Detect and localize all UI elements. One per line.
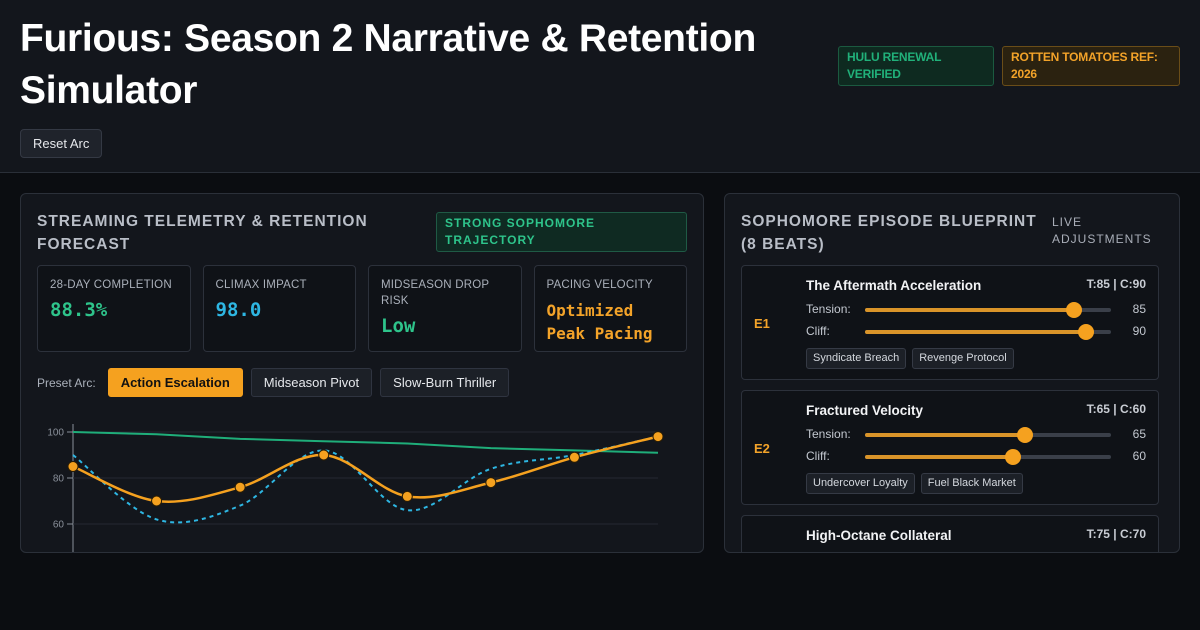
cliff-value: 60	[1132, 449, 1146, 463]
metric-drop-risk: Midseason Drop Risk Low	[368, 265, 522, 352]
cliff-slider-thumb[interactable]	[1078, 324, 1095, 340]
tension-row: Tension: 75	[806, 551, 1146, 553]
tension-label: Tension:	[806, 427, 851, 441]
preset-midseason-pivot-button[interactable]: Midseason Pivot	[250, 368, 373, 397]
series-line-1	[72, 435, 659, 503]
preset-arc-label: Preset Arc:	[37, 375, 96, 390]
tension-slider-thumb[interactable]	[1066, 302, 1083, 318]
metric-pacing-velocity: Pacing Velocity Optimized Peak Pacing	[533, 265, 687, 352]
episode-id: E2	[754, 441, 770, 456]
metric-label: Climax Impact	[215, 279, 307, 291]
cliff-label: Cliff:	[806, 324, 830, 338]
data-point	[67, 461, 79, 472]
tension-value: 75	[1133, 551, 1146, 552]
metric-value: Low	[381, 315, 416, 337]
preset-slow-burn-thriller-button[interactable]: Slow-Burn Thriller	[380, 368, 510, 397]
cliff-slider-thumb[interactable]	[1004, 449, 1021, 465]
data-point	[485, 477, 497, 489]
tension-slider[interactable]	[865, 427, 1111, 443]
episode-list: E1 The Aftermath Acceleration T:85 | C:90 T…	[741, 265, 1159, 553]
page-title: Furious: Season 2 Narrative & Retention …	[20, 17, 756, 112]
episode-card: E1 The Aftermath Acceleration T:85 | C:90 T…	[741, 265, 1159, 380]
cliff-label: Cliff:	[806, 449, 830, 463]
episode-id: E1	[754, 316, 770, 331]
tension-label: Tension:	[806, 302, 851, 316]
cliff-value: 90	[1132, 324, 1146, 338]
cliff-slider[interactable]	[865, 324, 1111, 340]
header-badges: HULU RENEWAL VERIFIED ROTTEN TOMATOES RE…	[838, 46, 1180, 86]
metric-completion: 28-Day Completion 88.3%	[37, 265, 191, 352]
metric-value: 88.3%	[50, 299, 108, 321]
blueprint-panel: Sophomore Episode Blueprint (8 Beats) Li…	[724, 193, 1180, 553]
preset-action-escalation-button[interactable]: Action Escalation	[107, 368, 243, 397]
episode-score: T:85 | C:90	[1086, 277, 1146, 291]
episode-tags: Syndicate Breach Revenge Protocol	[806, 348, 1014, 369]
episode-title: The Aftermath Acceleration	[806, 278, 982, 293]
data-point	[234, 481, 246, 493]
tension-slider-thumb[interactable]	[1016, 427, 1033, 443]
live-adjustments-label: Live Adjustments	[1052, 215, 1152, 246]
episode-title: Fractured Velocity	[806, 403, 924, 418]
data-point	[401, 490, 413, 502]
metric-climax-impact: Climax Impact 98.0	[202, 265, 356, 352]
data-point	[151, 495, 163, 507]
tension-slider-thumb[interactable]	[1042, 552, 1058, 553]
data-point	[568, 451, 580, 463]
page-header: Furious: Season 2 Narrative & Retention …	[0, 0, 1200, 173]
data-point	[318, 449, 330, 461]
telemetry-panel: Streaming Telemetry & Retention Forecast…	[20, 193, 704, 553]
episode-card: E2 Fractured Velocity T:65 | C:60 Tension: 6…	[741, 390, 1159, 505]
tension-value: 65	[1132, 427, 1146, 441]
metric-value: 98.0	[215, 299, 262, 321]
episode-tag[interactable]: Undercover Loyalty	[806, 473, 915, 494]
blueprint-title: Sophomore Episode Blueprint (8 Beats)	[741, 213, 1037, 253]
episode-score: T:65 | C:60	[1086, 402, 1146, 416]
episode-tags: Undercover Loyalty Fuel Black Market	[806, 473, 1023, 494]
y-tick-label: 80	[53, 474, 65, 485]
tension-slider-fill	[865, 308, 1075, 312]
episode-tag[interactable]: Fuel Black Market	[920, 473, 1023, 494]
rotten-tomatoes-badge: ROTTEN TOMATOES REF: 2026	[1002, 46, 1180, 86]
retention-chart: 100 80 60	[47, 424, 664, 552]
tension-value: 85	[1132, 302, 1146, 316]
cliff-row: Cliff: 90	[806, 323, 1146, 340]
metrics-row: 28-Day Completion 88.3% Climax Impact 98…	[37, 265, 687, 352]
y-tick-label: 100	[47, 428, 64, 439]
preset-arc-bar: Preset Arc: Action Escalation Midseason …	[37, 368, 517, 397]
tension-slider[interactable]	[865, 302, 1111, 318]
series-line-3	[72, 431, 659, 454]
tension-label: Tension:	[806, 551, 851, 552]
cliff-row: Cliff: 60	[806, 448, 1146, 465]
tension-row: Tension: 85	[806, 301, 1146, 318]
data-point	[652, 431, 664, 443]
metric-value: Optimized Peak Pacing	[546, 301, 653, 343]
episode-score: T:75 | C:70	[1086, 527, 1146, 541]
episode-title: High-Octane Collateral	[806, 528, 952, 543]
metric-label: Pacing Velocity	[546, 279, 653, 291]
metric-label: 28-Day Completion	[50, 279, 172, 291]
reset-arc-button[interactable]: Reset Arc	[20, 129, 103, 158]
trajectory-badge: Strong Sophomore Trajectory	[436, 212, 687, 252]
hulu-renewal-badge: HULU RENEWAL VERIFIED	[838, 46, 994, 86]
tension-row: Tension: 65	[806, 426, 1146, 443]
tension-slider-fill	[865, 433, 1025, 437]
cliff-slider-fill	[865, 455, 1013, 459]
cliff-slider[interactable]	[865, 449, 1111, 465]
cliff-slider-fill	[865, 330, 1087, 334]
episode-tag[interactable]: Revenge Protocol	[912, 348, 1014, 369]
metric-label: Midseason Drop Risk	[381, 279, 490, 307]
y-tick-label: 60	[53, 520, 65, 531]
telemetry-title: Streaming Telemetry & Retention Forecast	[37, 213, 368, 253]
episode-tag[interactable]: Syndicate Breach	[806, 348, 907, 369]
